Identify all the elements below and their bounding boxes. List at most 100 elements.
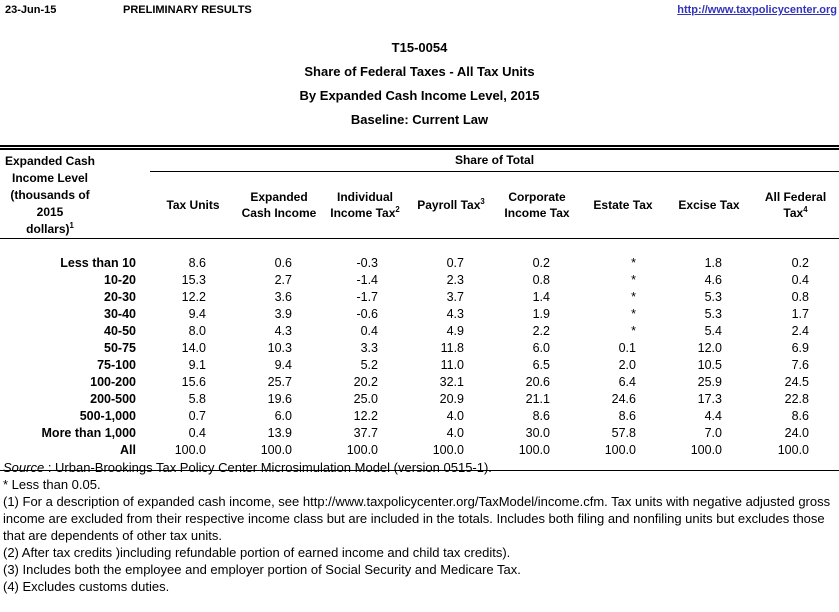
income-level-cell: 200-500 [90, 392, 136, 406]
value-cell: 20.9 [439, 392, 464, 406]
income-level-column-header: Expanded Cash Income Level (thousands of 2… [0, 147, 150, 239]
value-cell: 25.0 [353, 392, 378, 406]
footnote: * Less than 0.05. [3, 477, 101, 492]
value-cell: 8.6 [791, 409, 809, 423]
footnote: (1) For a description of expanded cash i… [3, 494, 831, 543]
value-cell: 0.4 [360, 324, 378, 338]
value-cell: 7.6 [791, 358, 809, 372]
value-cell: 8.6 [618, 409, 636, 423]
value-cell: 0.8 [532, 273, 550, 287]
value-cell: 4.9 [446, 324, 464, 338]
table-row: 75-100 9.1 9.4 5.2 11.0 6.5 2.0 10.5 7.6 [0, 357, 839, 374]
value-cell: 0.8 [791, 290, 809, 304]
title-block: T15-0054 Share of Federal Taxes - All Ta… [0, 40, 839, 136]
value-cell: 100.0 [518, 443, 550, 457]
value-cell: 24.0 [784, 426, 809, 440]
value-cell: 6.5 [532, 358, 550, 372]
value-cell: 14.0 [181, 341, 206, 355]
income-level-cell: 100-200 [90, 375, 136, 389]
value-cell: 2.7 [274, 273, 292, 287]
value-cell: 9.1 [188, 358, 206, 372]
value-cell: 3.3 [360, 341, 378, 355]
value-cell: 22.8 [784, 392, 809, 406]
column-header-row: Tax Units Expanded Cash Income Individual … [0, 171, 839, 240]
table-row: Less than 10 8.6 0.6 -0.3 0.7 0.2 * 1.8 0.2 [0, 255, 839, 272]
value-cell: 2.3 [446, 273, 464, 287]
income-level-cell: More than 1,000 [41, 426, 136, 440]
value-cell: 1.4 [532, 290, 550, 304]
value-cell: 0.2 [532, 256, 550, 270]
value-cell: 100.0 [432, 443, 464, 457]
title-line-2: By Expanded Cash Income Level, 2015 [299, 88, 540, 103]
column-header-tax-units: Tax Units [150, 171, 236, 240]
table-row: 50-75 14.0 10.3 3.3 11.8 6.0 0.1 12.0 6.9 [0, 340, 839, 357]
value-cell: 8.6 [188, 256, 206, 270]
income-level-cell: 40-50 [104, 324, 136, 338]
value-cell: -0.3 [356, 256, 378, 270]
value-cell: 9.4 [188, 307, 206, 321]
income-level-cell: 50-75 [104, 341, 136, 355]
footnote: (2) After tax credits )including refunda… [3, 545, 511, 560]
value-cell: 5.3 [704, 307, 722, 321]
taxpolicycenter-link[interactable]: http://www.taxpolicycenter.org [677, 4, 837, 16]
table-row: 40-50 8.0 4.3 0.4 4.9 2.2 * 5.4 2.4 [0, 323, 839, 340]
value-cell: 1.8 [704, 256, 722, 270]
column-header-payroll-tax: Payroll Tax3 [408, 171, 494, 240]
value-cell: 10.3 [267, 341, 292, 355]
share-of-total-header: Share of Total [150, 147, 839, 172]
value-cell: 5.3 [704, 290, 722, 304]
income-level-header-text: Expanded Cash Income Level (thousands of 2… [4, 154, 96, 236]
preliminary-results-label: PRELIMINARY RESULTS [123, 4, 252, 16]
value-cell: 30.0 [525, 426, 550, 440]
value-cell: 6.0 [274, 409, 292, 423]
value-cell: 0.2 [791, 256, 809, 270]
value-cell: 7.0 [704, 426, 722, 440]
column-header-excise-tax: Excise Tax [666, 171, 752, 240]
value-cell: * [631, 290, 636, 304]
value-cell: 12.2 [181, 290, 206, 304]
value-cell: 5.4 [704, 324, 722, 338]
value-cell: 3.9 [274, 307, 292, 321]
table-row: More than 1,000 0.4 13.9 37.7 4.0 30.0 57.8 7.0… [0, 425, 839, 442]
source-label: Source [3, 460, 45, 475]
column-header-all-federal-tax: All Federal Tax4 [752, 171, 839, 240]
page-top-bar: 23-Jun-15 PRELIMINARY RESULTS http://www… [0, 4, 839, 19]
value-cell: 5.8 [188, 392, 206, 406]
value-cell: 2.0 [618, 358, 636, 372]
value-cell: 0.7 [188, 409, 206, 423]
value-cell: * [631, 256, 636, 270]
value-cell: * [631, 273, 636, 287]
column-header-individual-income-tax: Individual Income Tax2 [322, 171, 408, 240]
value-cell: -1.7 [356, 290, 378, 304]
value-cell: 100.0 [260, 443, 292, 457]
value-cell: 21.1 [525, 392, 550, 406]
value-cell: 1.9 [532, 307, 550, 321]
column-header-expanded-cash-income: Expanded Cash Income [236, 171, 322, 240]
value-cell: 100.0 [690, 443, 722, 457]
value-cell: 25.7 [267, 375, 292, 389]
value-cell: 2.4 [791, 324, 809, 338]
income-level-cell: 30-40 [104, 307, 136, 321]
income-level-cell: All [120, 443, 136, 457]
value-cell: 8.0 [188, 324, 206, 338]
value-cell: 4.3 [446, 307, 464, 321]
value-cell: 0.7 [446, 256, 464, 270]
value-cell: 25.9 [697, 375, 722, 389]
value-cell: -1.4 [356, 273, 378, 287]
footnote: (3) Includes both the employee and emplo… [3, 562, 521, 577]
value-cell: 4.0 [446, 426, 464, 440]
value-cell: 5.2 [360, 358, 378, 372]
value-cell: 100.0 [604, 443, 636, 457]
value-cell: 12.2 [353, 409, 378, 423]
value-cell: 32.1 [439, 375, 464, 389]
table-row: 500-1,000 0.7 6.0 12.2 4.0 8.6 8.6 4.4 8.6 [0, 408, 839, 425]
source-note: Source : Urban-Brookings Tax Policy Cent… [3, 459, 837, 476]
income-level-cell: 20-30 [104, 290, 136, 304]
value-cell: 6.9 [791, 341, 809, 355]
table-row: 20-30 12.2 3.6 -1.7 3.7 1.4 * 5.3 0.8 [0, 289, 839, 306]
value-cell: 12.0 [697, 341, 722, 355]
value-cell: 1.7 [791, 307, 809, 321]
column-header-corporate-income-tax: Corporate Income Tax [494, 171, 580, 240]
income-level-cell: 10-20 [104, 273, 136, 287]
header-body-gap [0, 239, 839, 256]
